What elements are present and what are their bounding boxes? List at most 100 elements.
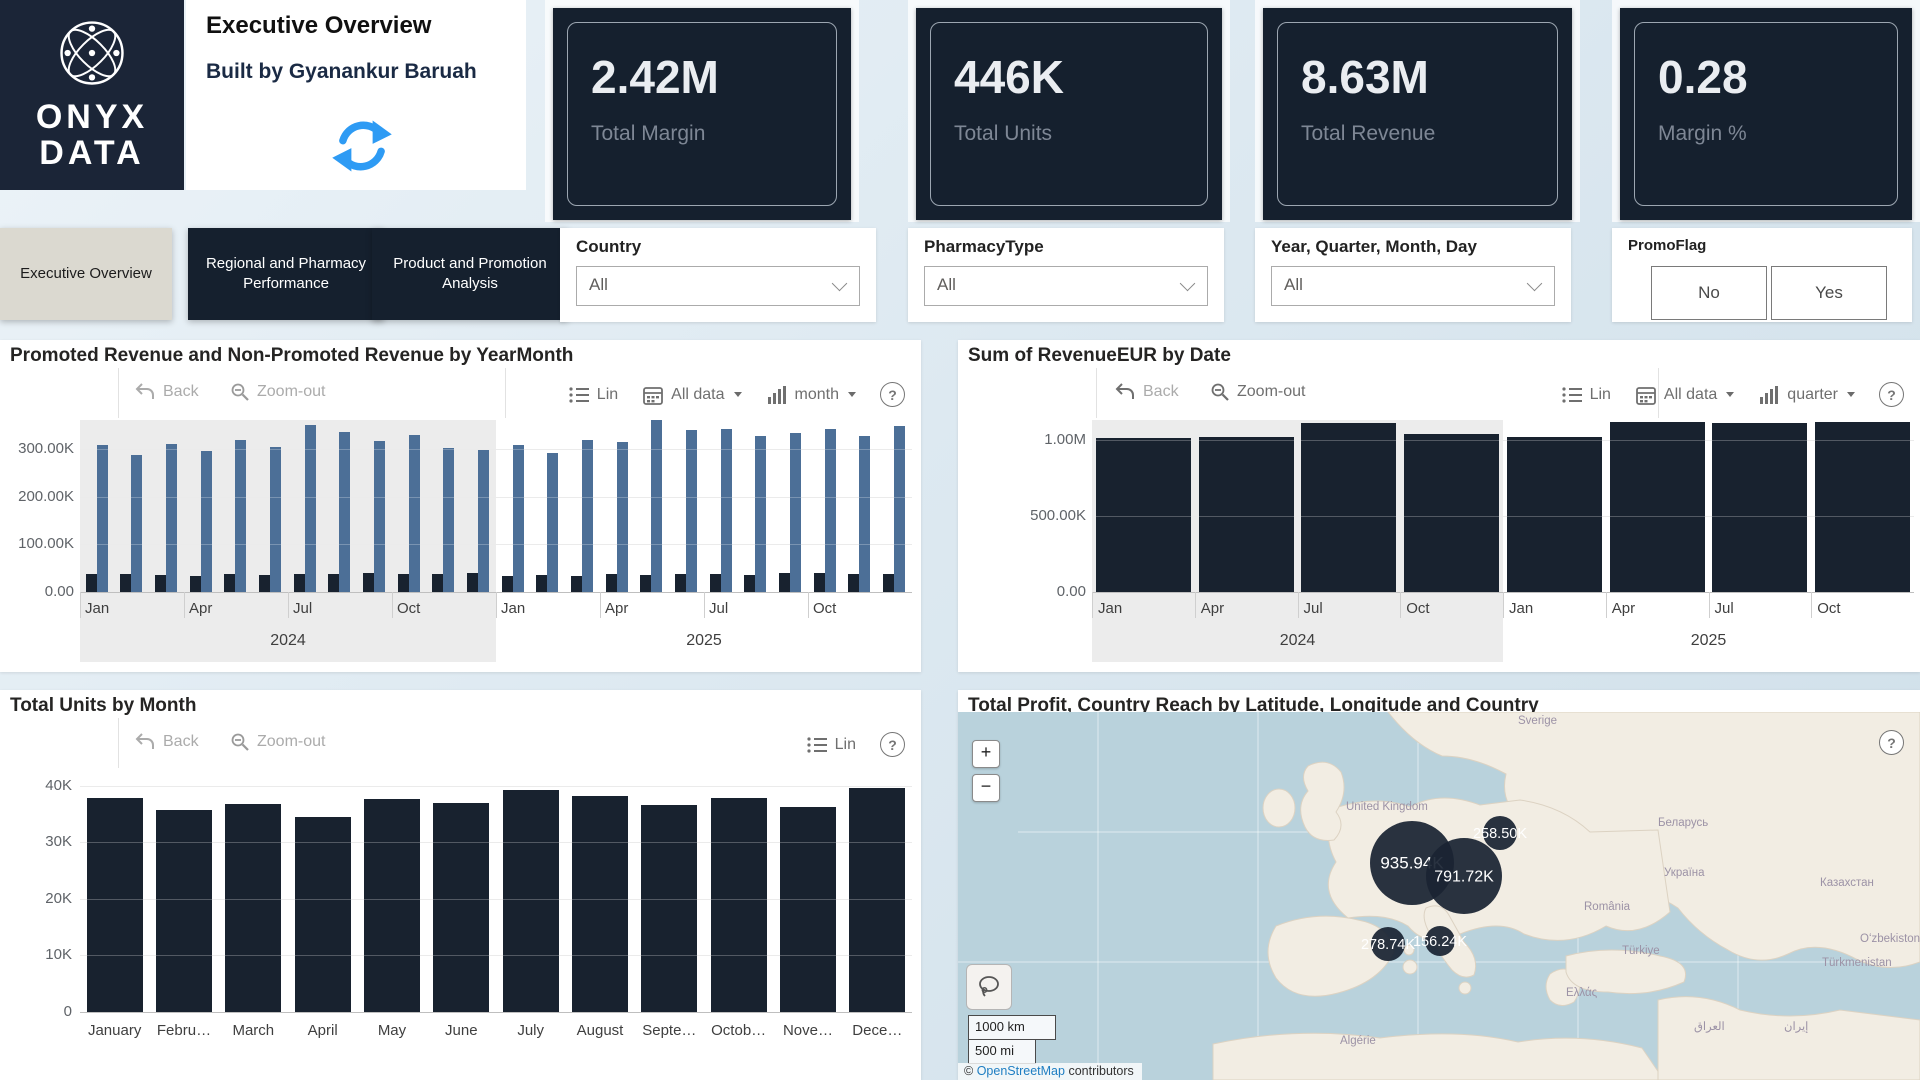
bar-units-month[interactable] — [433, 803, 490, 1012]
back-button[interactable]: Back — [134, 732, 199, 752]
bar-non-promoted[interactable] — [755, 435, 767, 592]
pharmacy-type-dropdown[interactable]: All — [924, 266, 1208, 306]
bar-non-promoted[interactable] — [789, 433, 801, 592]
bar-promoted[interactable] — [224, 573, 236, 592]
nav-tab-regional-and-pharmacy-performance[interactable]: Regional and Pharmacy Performance — [188, 228, 384, 320]
bar-non-promoted[interactable] — [339, 432, 351, 592]
bar-promoted[interactable] — [189, 576, 201, 592]
bar-promoted[interactable] — [674, 573, 686, 592]
promo-option-yes[interactable]: Yes — [1771, 266, 1887, 320]
bar-promoted[interactable] — [882, 573, 894, 592]
bar-non-promoted[interactable] — [581, 439, 593, 592]
bar-non-promoted[interactable] — [824, 428, 836, 592]
bar-non-promoted[interactable] — [512, 445, 524, 592]
granularity-selector[interactable]: month — [766, 385, 856, 405]
zoom-out-button[interactable]: Zoom-out — [230, 382, 325, 402]
bar-promoted[interactable] — [120, 574, 132, 592]
lin-toggle[interactable]: Lin — [806, 735, 856, 755]
profit-bubble[interactable] — [1425, 926, 1455, 956]
nav-tab-executive-overview[interactable]: Executive Overview — [0, 228, 172, 320]
bar-promoted[interactable] — [362, 572, 374, 592]
openstreetmap-link[interactable]: OpenStreetMap — [976, 1064, 1065, 1078]
bar-revenue-quarter[interactable] — [1095, 438, 1191, 592]
bar-non-promoted[interactable] — [96, 444, 108, 592]
bar-units-month[interactable] — [502, 790, 559, 1012]
help-icon[interactable]: ? — [880, 732, 905, 757]
bar-promoted[interactable] — [258, 575, 270, 592]
bar-non-promoted[interactable] — [651, 420, 663, 592]
bar-revenue-quarter[interactable] — [1198, 436, 1294, 592]
help-icon[interactable]: ? — [880, 382, 905, 407]
bar-units-month[interactable] — [572, 795, 628, 1012]
country-dropdown[interactable]: All — [576, 266, 860, 306]
bar-units-month[interactable] — [641, 804, 698, 1012]
bar-promoted[interactable] — [744, 574, 756, 592]
bar-revenue-quarter[interactable] — [1609, 421, 1705, 592]
bar-promoted[interactable] — [570, 576, 582, 592]
bar-promoted[interactable] — [848, 573, 860, 592]
bar-units-month[interactable] — [364, 798, 420, 1012]
map-canvas[interactable]: United Kingdom Sverige Беларусь Україна Româ… — [958, 712, 1920, 1080]
bar-non-promoted[interactable] — [200, 451, 212, 592]
bar-non-promoted[interactable] — [131, 455, 143, 592]
bar-non-promoted[interactable] — [893, 426, 905, 592]
bar-units-month[interactable] — [710, 797, 767, 1012]
map-zoom-out-button[interactable]: − — [972, 774, 1000, 802]
map-zoom-in-button[interactable]: + — [972, 740, 1000, 768]
bar-non-promoted[interactable] — [859, 435, 871, 592]
profit-bubble[interactable] — [1371, 927, 1405, 961]
bar-promoted[interactable] — [605, 573, 617, 592]
bar-promoted[interactable] — [154, 575, 166, 592]
range-selector[interactable]: All data — [642, 384, 742, 406]
bar-promoted[interactable] — [501, 575, 513, 592]
promo-option-no[interactable]: No — [1651, 266, 1767, 320]
bar-promoted[interactable] — [536, 574, 548, 592]
bar-non-promoted[interactable] — [304, 424, 316, 592]
back-button[interactable]: Back — [134, 382, 199, 402]
bar-revenue-quarter[interactable] — [1712, 423, 1808, 592]
bar-promoted[interactable] — [778, 572, 790, 592]
refresh-icon[interactable] — [328, 112, 396, 180]
bar-promoted[interactable] — [397, 573, 409, 592]
bar-units-month[interactable] — [156, 809, 212, 1012]
bar-revenue-quarter[interactable] — [1815, 421, 1911, 592]
help-icon[interactable]: ? — [1879, 730, 1904, 755]
bar-non-promoted[interactable] — [616, 441, 628, 592]
lin-toggle[interactable]: Lin — [568, 385, 618, 405]
bar-units-month[interactable] — [849, 788, 906, 1012]
map-lasso-button[interactable] — [966, 964, 1012, 1010]
bar-non-promoted[interactable] — [685, 429, 697, 592]
bar-units-month[interactable] — [780, 807, 836, 1012]
profit-bubble[interactable] — [1483, 816, 1517, 850]
europe-map[interactable]: United Kingdom Sverige Беларусь Україна Româ… — [958, 712, 1920, 1080]
bar-non-promoted[interactable] — [373, 441, 385, 592]
bar-promoted[interactable] — [813, 572, 825, 592]
zoom-out-button[interactable]: Zoom-out — [1210, 382, 1305, 402]
bar-non-promoted[interactable] — [547, 452, 559, 592]
nav-tab-product-and-promotion-analysis[interactable]: Product and Promotion Analysis — [372, 228, 568, 320]
date-dropdown[interactable]: All — [1271, 266, 1555, 306]
bar-promoted[interactable] — [328, 573, 340, 592]
bar-units-month[interactable] — [294, 817, 351, 1012]
back-button[interactable]: Back — [1114, 382, 1179, 402]
bar-non-promoted[interactable] — [235, 440, 247, 592]
bar-non-promoted[interactable] — [165, 444, 177, 592]
bar-non-promoted[interactable] — [443, 447, 455, 592]
bar-promoted[interactable] — [432, 574, 444, 592]
bar-units-month[interactable] — [225, 803, 282, 1012]
bar-revenue-quarter[interactable] — [1301, 423, 1397, 592]
zoom-out-button[interactable]: Zoom-out — [230, 732, 325, 752]
range-selector[interactable]: All data — [1635, 384, 1735, 406]
bar-revenue-quarter[interactable] — [1506, 436, 1602, 592]
bar-promoted[interactable] — [85, 574, 97, 592]
bar-promoted[interactable] — [293, 574, 305, 592]
bar-non-promoted[interactable] — [408, 435, 420, 592]
bar-non-promoted[interactable] — [720, 428, 732, 592]
lin-toggle[interactable]: Lin — [1561, 385, 1611, 405]
bar-units-month[interactable] — [86, 798, 143, 1012]
bar-non-promoted[interactable] — [269, 446, 281, 592]
profit-bubble[interactable] — [1426, 838, 1502, 914]
granularity-selector[interactable]: quarter — [1758, 385, 1855, 405]
bar-promoted[interactable] — [640, 574, 652, 592]
bar-revenue-quarter[interactable] — [1404, 433, 1500, 592]
